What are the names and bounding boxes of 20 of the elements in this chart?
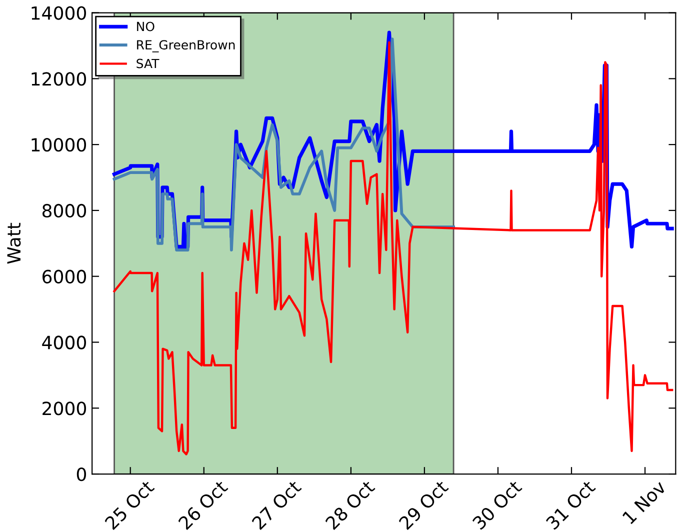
y-tick-label: 4000: [42, 336, 86, 350]
x-tick-label: 28 Oct: [324, 479, 376, 530]
legend-label: SAT: [136, 58, 160, 68]
y-tick-label: 2000: [42, 402, 86, 416]
x-tick-label: 31 Oct: [545, 479, 596, 530]
y-tick-label: 10000: [32, 138, 86, 152]
x-tick-label: 25 Oct: [104, 479, 155, 530]
x-tick-label: 30 Oct: [472, 479, 523, 530]
y-tick-label: 14000: [32, 6, 86, 20]
legend-label: RE_GreenBrown: [137, 40, 235, 52]
legend-label: NO: [137, 22, 154, 32]
y-tick-label: 8000: [42, 204, 86, 218]
y-tick-label: 6000: [42, 270, 86, 284]
y-axis-title: Watt: [7, 222, 21, 264]
y-tick-label: 0: [76, 467, 86, 482]
x-tick-label: 27 Oct: [251, 479, 302, 530]
x-tick-label: 29 Oct: [398, 479, 450, 530]
y-tick-label: 12000: [32, 72, 86, 86]
x-tick-label: 1 Nov: [622, 480, 667, 524]
x-tick-label: 26 Oct: [178, 479, 228, 530]
